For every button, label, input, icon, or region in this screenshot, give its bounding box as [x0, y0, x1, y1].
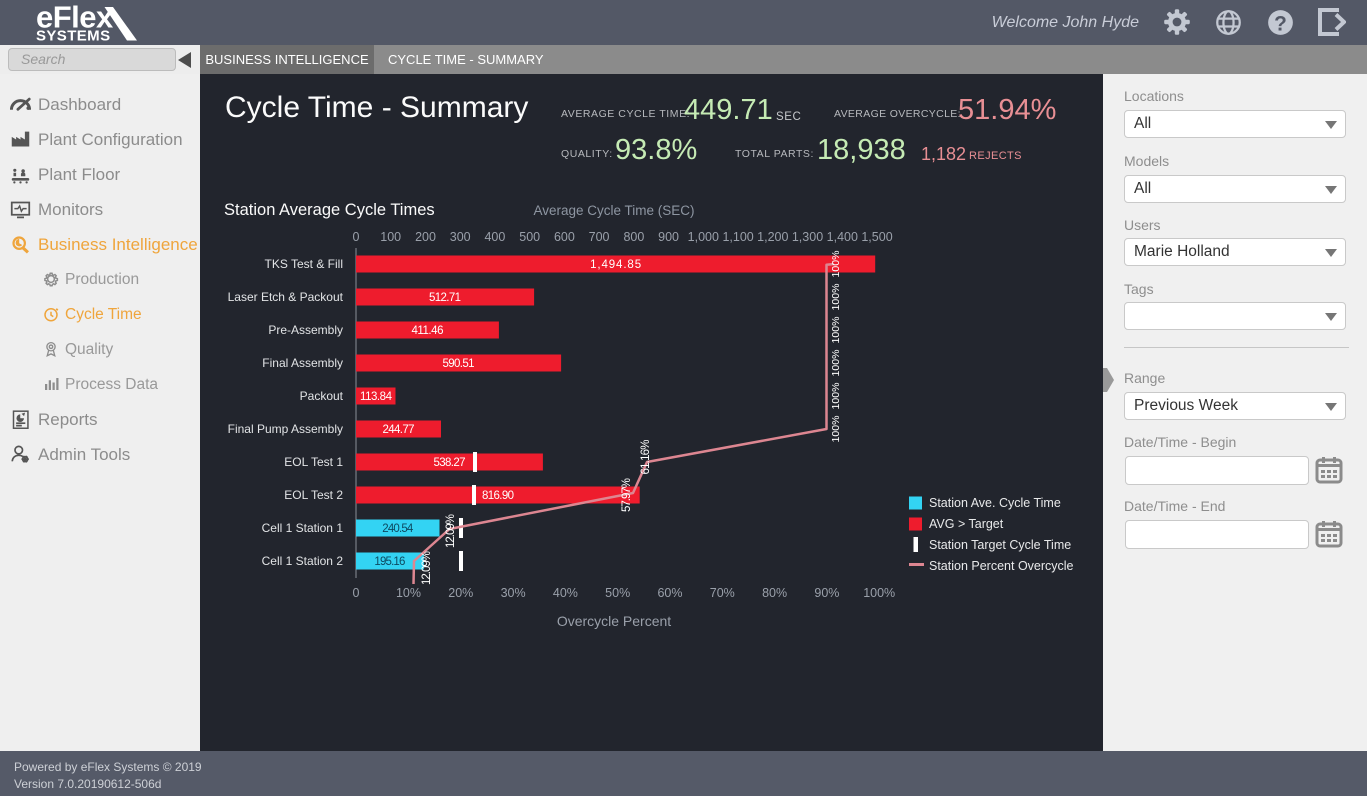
svg-text:70%: 70%: [710, 586, 735, 600]
svg-text:20%: 20%: [448, 586, 473, 600]
svg-text:Final Assembly: Final Assembly: [262, 356, 343, 370]
svg-text:244.77: 244.77: [383, 424, 415, 436]
svg-text:SYSTEMS: SYSTEMS: [36, 28, 110, 43]
svg-text:538.27: 538.27: [434, 457, 466, 469]
svg-text:90%: 90%: [814, 586, 839, 600]
svg-text:512.71: 512.71: [429, 292, 461, 304]
svg-text:411.46: 411.46: [412, 325, 444, 337]
svg-text:Station Average Cycle Times: Station Average Cycle Times: [224, 201, 435, 219]
svg-text:EOL Test 2: EOL Test 2: [284, 488, 343, 502]
svg-text:50%: 50%: [605, 586, 630, 600]
svg-text:Station Target Cycle Time: Station Target Cycle Time: [929, 538, 1071, 552]
svg-text:100%: 100%: [830, 317, 842, 344]
svg-text:eFlex: eFlex: [36, 3, 114, 35]
svg-text:12.09%: 12.09%: [421, 551, 433, 585]
svg-text:1,500: 1,500: [861, 230, 892, 244]
svg-text:60%: 60%: [657, 586, 682, 600]
svg-text:240.54: 240.54: [382, 523, 414, 535]
svg-text:AVG > Target: AVG > Target: [929, 517, 1004, 531]
svg-text:200: 200: [415, 230, 436, 244]
svg-text:Average Cycle Time (SEC): Average Cycle Time (SEC): [533, 203, 694, 218]
svg-text:30%: 30%: [501, 586, 526, 600]
svg-text:100%: 100%: [863, 586, 895, 600]
svg-text:TKS Test & Fill: TKS Test & Fill: [265, 257, 343, 271]
svg-text:100%: 100%: [830, 416, 842, 443]
svg-text:500: 500: [519, 230, 540, 244]
svg-text:Cell 1 Station 2: Cell 1 Station 2: [262, 554, 344, 568]
svg-text:1,100: 1,100: [722, 230, 753, 244]
svg-text:113.84: 113.84: [360, 391, 393, 403]
svg-text:100%: 100%: [830, 383, 842, 410]
svg-text:1,400: 1,400: [827, 230, 858, 244]
svg-text:Station Percent Overcycle: Station Percent Overcycle: [929, 559, 1074, 573]
svg-text:600: 600: [554, 230, 575, 244]
svg-text:100: 100: [380, 230, 401, 244]
svg-text:Cell 1 Station 1: Cell 1 Station 1: [262, 521, 344, 535]
svg-text:900: 900: [658, 230, 679, 244]
svg-text:Pre-Assembly: Pre-Assembly: [268, 323, 343, 337]
svg-text:Final Pump Assembly: Final Pump Assembly: [228, 422, 343, 436]
svg-text:300: 300: [450, 230, 471, 244]
svg-text:400: 400: [484, 230, 505, 244]
svg-text:100%: 100%: [830, 350, 842, 377]
svg-text:100%: 100%: [830, 284, 842, 311]
svg-text:590.51: 590.51: [443, 358, 475, 370]
svg-text:40%: 40%: [553, 586, 578, 600]
svg-text:?: ?: [1274, 12, 1287, 35]
svg-text:100%: 100%: [830, 251, 842, 278]
svg-text:EOL Test 1: EOL Test 1: [284, 455, 343, 469]
svg-text:57.97%: 57.97%: [621, 478, 633, 512]
svg-text:Laser Etch & Packout: Laser Etch & Packout: [228, 290, 344, 304]
svg-text:Packout: Packout: [300, 389, 344, 403]
svg-text:12.09%: 12.09%: [445, 514, 457, 548]
svg-text:1,494.85: 1,494.85: [590, 259, 641, 271]
svg-text:10%: 10%: [396, 586, 421, 600]
svg-text:Overcycle Percent: Overcycle Percent: [557, 613, 671, 629]
svg-text:1,000: 1,000: [688, 230, 719, 244]
svg-text:816.90: 816.90: [482, 490, 514, 502]
svg-text:700: 700: [589, 230, 610, 244]
svg-text:80%: 80%: [762, 586, 787, 600]
svg-text:0: 0: [353, 230, 360, 244]
svg-text:Station Ave. Cycle Time: Station Ave. Cycle Time: [929, 496, 1061, 510]
svg-text:1,300: 1,300: [792, 230, 823, 244]
svg-text:61.16%: 61.16%: [640, 440, 652, 475]
svg-text:800: 800: [623, 230, 644, 244]
svg-text:195.16: 195.16: [374, 556, 405, 568]
svg-text:1,200: 1,200: [757, 230, 788, 244]
svg-text:0: 0: [353, 586, 360, 600]
